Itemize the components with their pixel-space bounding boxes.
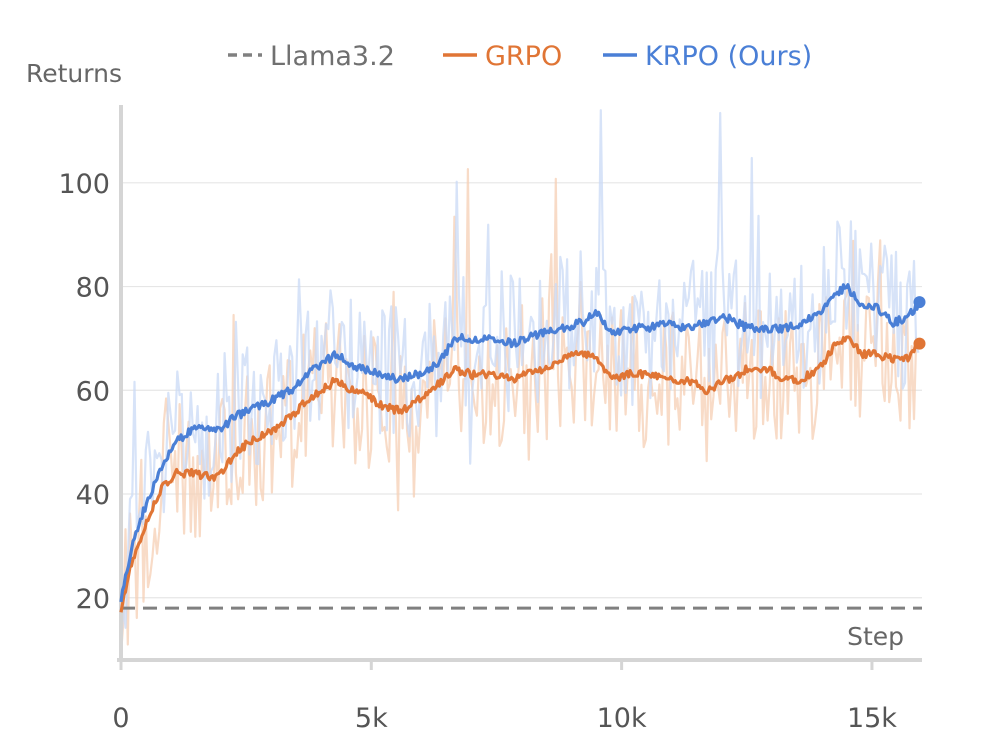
axis-ticks: 20 40 60 80 100 0 5k 10k 15k: [58, 169, 897, 734]
y-axis-title: Returns: [26, 59, 122, 88]
legend-label: Llama3.2: [270, 41, 395, 72]
x-axis-title: Step: [847, 622, 904, 651]
raw-series-line: [119, 168, 920, 655]
axes: [117, 105, 922, 662]
endpoint-markers: [913, 296, 926, 350]
y-tick-label: 60: [76, 376, 110, 407]
raw-series-line: [119, 109, 920, 655]
series-line: [119, 335, 920, 613]
series-endpoint-marker: [913, 296, 926, 309]
smoothed-series-layer: [119, 283, 922, 613]
legend: Llama3.2 GRPO KRPO (Ours): [228, 41, 812, 72]
raw-series-layer: [119, 109, 920, 655]
x-tick-label: 10k: [597, 703, 647, 734]
y-tick-label: 80: [76, 273, 110, 304]
x-tick-label: 5k: [355, 703, 388, 734]
y-tick-label: 100: [58, 169, 110, 200]
legend-label: KRPO (Ours): [645, 41, 812, 72]
y-tick-label: 20: [76, 584, 110, 615]
x-tick-label: 15k: [847, 703, 897, 734]
series-endpoint-marker: [913, 337, 926, 350]
x-tick-label: 0: [112, 703, 129, 734]
series-line: [119, 283, 921, 603]
legend-label: GRPO: [485, 41, 562, 72]
y-tick-label: 40: [76, 480, 110, 511]
